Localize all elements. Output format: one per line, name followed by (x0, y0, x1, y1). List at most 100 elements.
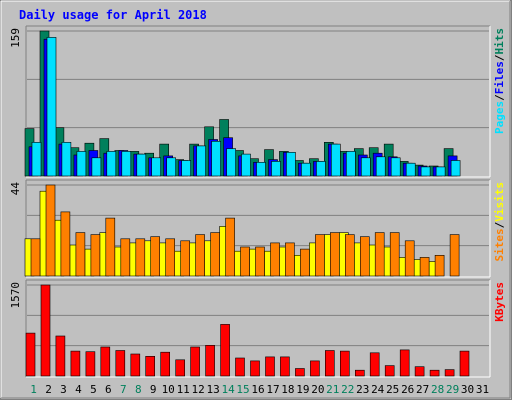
x-tick-label-day-3: 3 (60, 383, 67, 396)
x-tick-label-day-1: 1 (30, 383, 37, 396)
bar-kbytes-day-17 (265, 356, 275, 377)
x-tick-label-day-16: 16 (251, 383, 264, 396)
bar-pages-day-28 (435, 166, 446, 177)
bar-sites-day-12 (195, 234, 205, 277)
bar-pages-day-22 (345, 151, 356, 177)
bar-kbytes-day-27 (414, 366, 425, 377)
bar-sites-day-23 (359, 236, 370, 277)
bar-kbytes-day-25 (384, 365, 395, 377)
bar-pages-day-15 (241, 153, 251, 177)
bar-kbytes-day-23 (354, 369, 365, 377)
bar-pages-day-26 (405, 162, 416, 177)
x-tick-label-day-17: 17 (266, 383, 279, 396)
bar-sites-day-7 (120, 238, 131, 277)
series-kbytes (25, 284, 470, 377)
bar-pages-day-10 (166, 157, 176, 177)
x-tick-label-day-21: 21 (326, 383, 339, 396)
bar-sites-day-21 (329, 232, 340, 277)
bar-kbytes-day-1 (25, 332, 36, 377)
series-pages (31, 37, 461, 177)
bar-sites-day-24 (374, 232, 385, 277)
legend-label-visits: Visits (493, 182, 506, 222)
bar-sites-day-6 (105, 217, 116, 277)
bar-sites-day-3 (60, 211, 71, 277)
bar-sites-day-15 (240, 246, 250, 277)
panel-max-label: 44 (9, 182, 22, 196)
legend-label-kbytes: KBytes (493, 282, 506, 322)
bar-pages-day-1 (31, 142, 42, 177)
bar-pages-day-14 (226, 148, 236, 177)
bar-sites-day-16 (255, 246, 265, 277)
x-tick-label-day-30: 30 (461, 383, 474, 396)
bar-pages-day-7 (121, 151, 132, 177)
bar-sites-day-28 (434, 255, 445, 277)
bar-sites-day-18 (285, 242, 295, 277)
x-tick-label-day-8: 8 (135, 383, 142, 396)
bar-kbytes-day-22 (339, 350, 350, 377)
bar-kbytes-day-2 (40, 284, 51, 377)
x-tick-label-day-14: 14 (221, 383, 235, 396)
bar-kbytes-day-16 (250, 360, 260, 377)
bar-kbytes-day-24 (369, 352, 380, 377)
x-tick-label-day-27: 27 (416, 383, 429, 396)
bar-sites-day-4 (75, 232, 86, 277)
x-tick-label-day-19: 19 (296, 383, 309, 396)
x-tick-label-day-2: 2 (45, 383, 52, 396)
x-tick-label-day-22: 22 (341, 383, 354, 396)
x-tick-label-day-5: 5 (90, 383, 97, 396)
x-tick-label-day-26: 26 (401, 383, 414, 396)
bar-sites-day-9 (150, 236, 160, 277)
x-tick-label-day-11: 11 (177, 383, 190, 396)
bar-kbytes-day-7 (115, 350, 126, 377)
x-tick-label-day-24: 24 (371, 383, 385, 396)
panel-series-legend: Pages/Files/Hits (493, 28, 506, 134)
x-tick-label-day-7: 7 (120, 383, 127, 396)
bar-sites-day-11 (180, 240, 190, 277)
bar-pages-day-9 (151, 157, 161, 177)
legend-separator: / (493, 94, 506, 101)
bar-kbytes-day-30 (459, 350, 470, 377)
panel-kbytes: 1570 KBytes (9, 279, 506, 378)
bar-sites-day-26 (404, 240, 415, 277)
bar-kbytes-day-4 (70, 350, 81, 377)
x-axis-tick-labels: 1 2 3 4 5 6 7 8 9 10 11 12 13 14 15 16 17 18 19 20 21 22 23 24 2… (30, 383, 489, 396)
x-tick-label-day-4: 4 (75, 383, 82, 396)
legend-separator: / (493, 221, 506, 228)
bar-pages-day-16 (256, 162, 266, 177)
bar-kbytes-day-10 (160, 351, 170, 377)
bar-sites-day-29 (449, 234, 460, 277)
bar-kbytes-day-19 (295, 368, 305, 377)
bar-kbytes-day-26 (399, 349, 410, 377)
bar-kbytes-day-28 (429, 369, 440, 377)
bar-kbytes-day-21 (324, 350, 335, 377)
bar-sites-day-13 (210, 232, 220, 277)
chart-title: Daily usage for April 2018 (19, 8, 207, 22)
x-tick-label-day-29: 29 (446, 383, 459, 396)
bar-kbytes-day-8 (130, 353, 141, 377)
x-tick-label-day-25: 25 (386, 383, 399, 396)
bar-sites-day-5 (90, 234, 101, 277)
bar-pages-day-23 (360, 157, 371, 177)
x-tick-label-day-6: 6 (105, 383, 112, 396)
x-tick-label-day-20: 20 (311, 383, 324, 396)
bar-pages-day-13 (211, 141, 221, 177)
bar-sites-day-20 (315, 234, 325, 277)
bar-kbytes-day-5 (85, 351, 96, 377)
bar-sites-day-1 (30, 238, 41, 277)
x-tick-label-day-18: 18 (281, 383, 294, 396)
bar-pages-day-29 (450, 160, 461, 177)
x-tick-label-day-13: 13 (206, 383, 219, 396)
bar-pages-day-19 (301, 162, 311, 177)
x-tick-label-day-23: 23 (356, 383, 369, 396)
bar-sites-day-22 (344, 234, 355, 277)
bar-pages-day-24 (375, 156, 386, 177)
bar-sites-day-25 (389, 232, 400, 277)
series-sites (30, 184, 460, 277)
bar-kbytes-day-12 (190, 346, 200, 377)
bar-kbytes-day-18 (280, 356, 290, 377)
bar-pages-day-6 (106, 151, 117, 177)
bar-sites-day-27 (419, 257, 430, 277)
bar-sites-day-8 (135, 238, 146, 277)
